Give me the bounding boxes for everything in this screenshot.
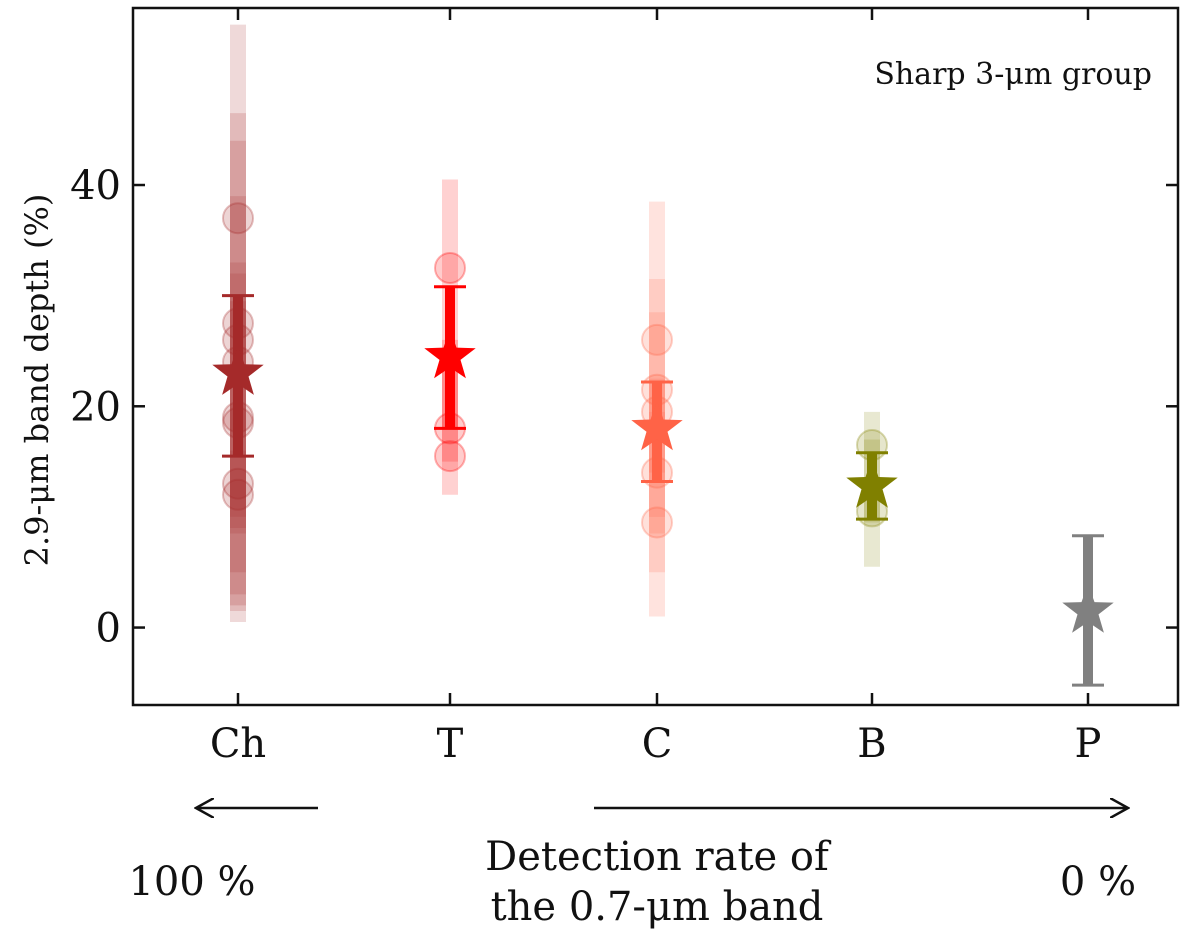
y-tick-label: 20: [70, 384, 121, 430]
data-point: [222, 467, 254, 500]
mean-t: [424, 285, 476, 430]
data-point: [434, 251, 466, 284]
data-point: [641, 323, 673, 356]
data-layer: [212, 24, 1114, 687]
y-tick-label: 40: [70, 163, 121, 209]
axis-ticks: [133, 8, 1178, 705]
mean-c: [631, 380, 683, 484]
y-tick-labels: 0 20 40: [70, 163, 121, 652]
mean-ch: [212, 294, 264, 458]
chart-title: Sharp 3-μm group: [874, 57, 1152, 92]
left-percent-label: 100 %: [128, 859, 255, 905]
x-tick-label-t: T: [437, 721, 464, 767]
data-point: [434, 440, 466, 473]
right-percent-label: 0 %: [1060, 859, 1136, 905]
y-tick-label: 0: [96, 606, 121, 652]
data-point: [222, 478, 254, 511]
annotation-line-1: Detection rate of: [485, 834, 832, 880]
annotation-line-2: the 0.7-μm band: [491, 884, 824, 930]
x-tick-label-ch: Ch: [210, 721, 266, 767]
mean-p: [1062, 534, 1114, 687]
plot-frame: [131, 6, 1180, 707]
mean-b: [846, 451, 898, 521]
x-tick-labels: Ch T C B P: [210, 721, 1102, 767]
mean-star: [846, 458, 898, 508]
x-tick-label-p: P: [1075, 721, 1102, 767]
mean-star: [631, 401, 683, 451]
data-point: [641, 506, 673, 539]
data-point: [222, 202, 254, 235]
x-tick-label-c: C: [642, 721, 673, 767]
mean-star: [424, 329, 476, 379]
mean-star: [212, 346, 264, 395]
y-axis-label: 2.9-μm band depth (%): [18, 194, 56, 567]
mean-star: [1062, 584, 1114, 633]
x-tick-label-b: B: [857, 721, 886, 767]
